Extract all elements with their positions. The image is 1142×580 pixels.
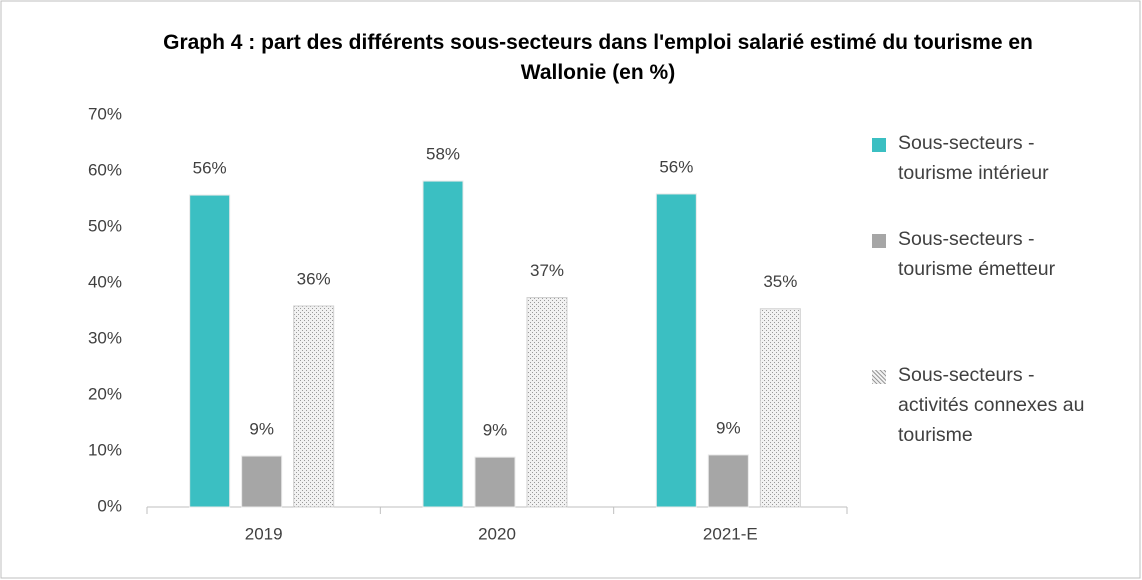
bar <box>526 297 568 508</box>
value-label: 35% <box>763 272 797 291</box>
value-label: 37% <box>530 261 564 280</box>
y-tick-label: 10% <box>88 440 122 459</box>
y-tick-label: 40% <box>88 272 122 291</box>
value-label: 56% <box>659 157 693 176</box>
bar <box>241 455 283 508</box>
legend-entry: Sous-secteurs - tourisme intérieur <box>872 128 1106 188</box>
legend-label: Sous-secteurs - tourisme intérieur <box>898 132 1049 184</box>
y-tick-label: 60% <box>88 160 122 179</box>
bar <box>474 456 516 508</box>
value-label: 56% <box>193 159 227 178</box>
x-tick-label: 2021-E <box>703 524 758 543</box>
value-label: 9% <box>716 418 741 437</box>
legend-swatch <box>872 370 886 384</box>
y-tick-label: 30% <box>88 328 122 347</box>
chart-title: Graph 4 : part des différents sous-secte… <box>163 31 1033 84</box>
legend-swatch <box>872 234 886 248</box>
value-label: 36% <box>297 269 331 288</box>
value-label: 58% <box>426 145 460 164</box>
legend-swatch <box>872 138 886 152</box>
bar <box>293 305 335 508</box>
legend-entry: Sous-secteurs - activités connexes au to… <box>872 360 1106 450</box>
bar <box>422 180 464 508</box>
legend-label: Sous-secteurs - tourisme émetteur <box>898 228 1056 280</box>
legend-entry: Sous-secteurs - tourisme émetteur <box>872 224 1106 284</box>
bar <box>189 194 231 508</box>
x-tick-label: 2020 <box>478 524 516 543</box>
y-tick-label: 50% <box>88 216 122 235</box>
bar <box>707 454 749 508</box>
y-tick-label: 0% <box>97 496 122 515</box>
bar <box>759 308 801 508</box>
x-tick-label: 2019 <box>245 524 283 543</box>
y-tick-label: 20% <box>88 384 122 403</box>
legend-label: Sous-secteurs - activités connexes au to… <box>898 364 1085 446</box>
value-label: 9% <box>249 420 274 439</box>
bar <box>655 193 697 508</box>
value-label: 9% <box>483 421 508 440</box>
y-tick-label: 70% <box>88 104 122 123</box>
